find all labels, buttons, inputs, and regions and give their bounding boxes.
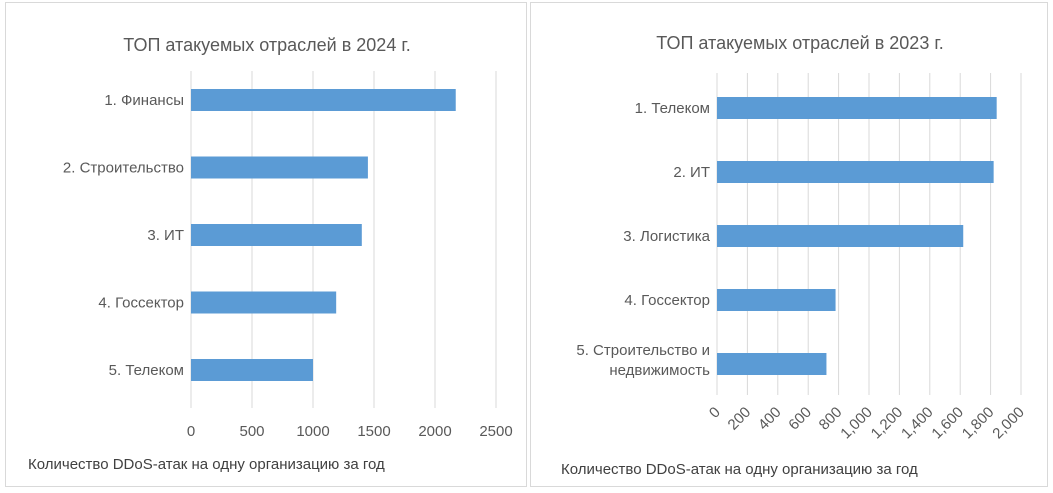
x-tick-label: 1000	[296, 423, 329, 440]
category-label: 3. Логистика	[623, 228, 710, 245]
x-tick-label: 1,000	[837, 404, 876, 443]
x-tick-label: 2000	[418, 423, 451, 440]
x-axis-label: Количество DDoS-атак на одну организацию…	[561, 461, 918, 478]
x-tick-label: 1,600	[928, 404, 967, 443]
bar	[717, 289, 836, 311]
chart-2023: ТОП атакуемых отраслей в 2023 г. 1. Теле…	[561, 33, 1028, 478]
x-axis-label: Количество DDoS-атак на одну организацию…	[28, 456, 385, 473]
chart-2023-panel: ТОП атакуемых отраслей в 2023 г. 1. Теле…	[530, 2, 1048, 487]
x-tick-label: 200	[725, 404, 755, 434]
bar	[717, 225, 964, 247]
category-label: 4. Госсектор	[98, 295, 184, 312]
category-label: 5. Строительство и недвижимость	[576, 342, 710, 379]
x-tick-label: 0	[706, 404, 724, 422]
bar	[717, 353, 827, 375]
bar	[191, 291, 337, 314]
category-label: 5. Телеком	[109, 362, 184, 379]
category-label: 4. Госсектор	[624, 292, 710, 309]
x-tick-label: 2500	[479, 423, 512, 440]
bar	[717, 161, 994, 183]
bar	[191, 156, 368, 179]
x-tick-label: 1500	[357, 423, 390, 440]
x-tick-label: 0	[187, 423, 195, 440]
category-label: 2. Строительство	[63, 160, 184, 177]
bar	[191, 224, 362, 246]
x-tick-label: 400	[755, 404, 785, 434]
bar	[191, 89, 456, 111]
bar	[191, 359, 313, 381]
category-label: 3. ИТ	[147, 227, 184, 244]
x-tick-label: 2,000	[989, 404, 1028, 443]
x-tick-label: 600	[785, 404, 815, 434]
bar	[717, 97, 997, 119]
x-tick-label: 500	[239, 423, 264, 440]
x-tick-label: 1,400	[898, 404, 937, 443]
chart-2024: ТОП атакуемых отраслей в 2024 г. 1. Фина…	[28, 35, 513, 473]
category-label: 1. Телеком	[635, 100, 710, 117]
chart-title: ТОП атакуемых отраслей в 2024 г.	[123, 35, 410, 55]
x-tick-label: 1,200	[868, 404, 907, 443]
chart-2024-panel: ТОП атакуемых отраслей в 2024 г. 1. Фина…	[5, 2, 527, 487]
category-label: 1. Финансы	[104, 92, 184, 109]
chart-title: ТОП атакуемых отраслей в 2023 г.	[656, 33, 943, 53]
x-tick-label: 1,800	[959, 404, 998, 443]
category-label: 2. ИТ	[673, 164, 710, 181]
